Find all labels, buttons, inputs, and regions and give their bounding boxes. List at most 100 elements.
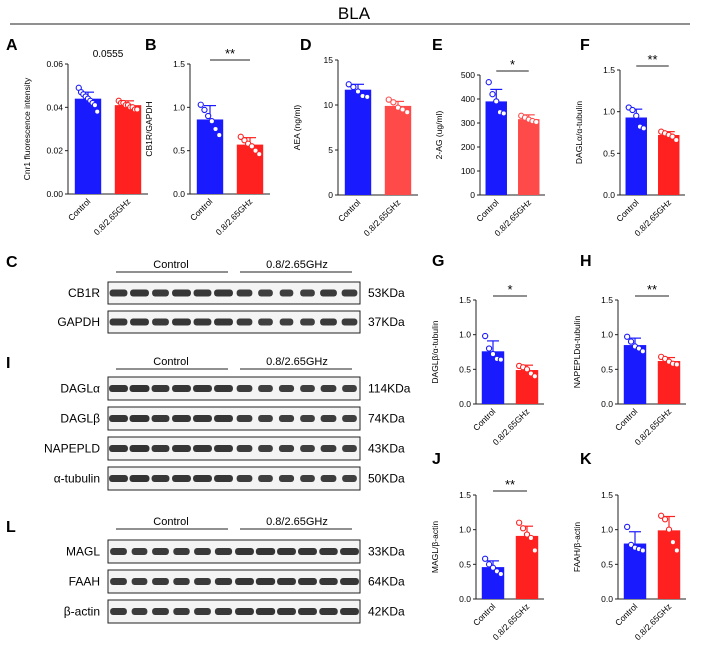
chart-panel-h: H 0.0 0.5 1.0 1.5 NAPEPLDα-tubulin Control0.8/… — [572, 253, 686, 447]
blot-band — [109, 475, 128, 482]
data-point — [497, 570, 505, 578]
x-tick-label: 0.8/2.65GHz — [491, 406, 532, 447]
group-label-treated: 0.8/2.65GHz — [266, 259, 328, 271]
blot-band — [319, 548, 338, 555]
data-point — [523, 531, 531, 538]
y-tick-label: 1.5 — [459, 295, 471, 305]
data-point — [497, 356, 505, 363]
significance-label: ** — [647, 52, 657, 67]
bar-treated — [657, 361, 681, 404]
blot-band — [214, 289, 233, 297]
blot-band — [236, 289, 253, 297]
blot-band — [151, 475, 170, 482]
y-tick-label: 0.02 — [46, 146, 63, 156]
blot-band — [131, 578, 148, 585]
data-point — [237, 133, 244, 140]
bar-treated — [384, 105, 412, 195]
x-tick-label: Control — [614, 197, 641, 224]
y-tick-label: 1.0 — [601, 330, 613, 340]
y-tick-label: 100 — [461, 166, 475, 176]
blot-band — [300, 445, 315, 452]
x-tick-label: 0.8/2.65GHz — [92, 196, 133, 237]
y-axis-label: 2-AG (ug/ml) — [434, 111, 444, 160]
blot-band — [320, 289, 337, 297]
data-point — [515, 519, 523, 526]
y-axis-label: AEA (ng/ml) — [292, 105, 302, 151]
blot-band — [214, 548, 233, 555]
blot-band — [110, 548, 127, 555]
blot-band — [129, 415, 150, 422]
data-point — [639, 547, 647, 554]
blot-band — [258, 318, 273, 326]
blot-band — [236, 385, 253, 392]
significance-label: ** — [225, 46, 235, 61]
blot-protein-label: FAAH — [69, 575, 100, 589]
blot-strip — [107, 569, 361, 594]
blot-band — [258, 445, 273, 452]
data-point — [669, 133, 676, 140]
y-axis-label: DAGLβ/α-tubulin — [430, 320, 440, 383]
y-tick-label: 1.5 — [601, 490, 613, 500]
data-point — [533, 118, 540, 126]
data-point — [673, 547, 681, 554]
y-tick-label: 0.00 — [46, 189, 63, 199]
blot-band — [298, 578, 317, 585]
data-point — [623, 523, 631, 531]
blot-protein-label: NAPEPLD — [44, 442, 100, 456]
y-tick-label: 0.0 — [603, 190, 615, 200]
blot-band — [300, 385, 315, 392]
blot-band — [342, 445, 357, 452]
x-tick-label: Control — [336, 197, 363, 224]
data-point — [345, 81, 352, 88]
blot-kda-label: 33KDa — [368, 545, 405, 559]
group-label-control: Control — [153, 259, 188, 271]
significance-label: * — [510, 57, 515, 72]
blot-band — [340, 578, 359, 585]
y-tick-label: 1.5 — [459, 490, 471, 500]
blot-band — [109, 289, 128, 297]
chart-panel-d: D 0 5 10 15 AEA (ng/ml) Control 0.8/2.65GHz — [292, 37, 418, 238]
y-tick-label: 0 — [328, 190, 333, 200]
blot-band — [194, 608, 211, 615]
data-point — [201, 106, 208, 114]
blot-panel-i: I Control 0.8/2.65GHz DAGLα 114KDa DAGLβ 74KDa… — [6, 355, 411, 491]
y-tick-label: 1.5 — [603, 65, 615, 75]
blot-band — [110, 608, 127, 615]
blot-band — [172, 318, 191, 326]
blot-band — [300, 289, 315, 297]
group-label-treated: 0.8/2.65GHz — [266, 356, 328, 368]
blot-band — [255, 578, 276, 585]
significance-label: * — [507, 282, 512, 297]
blot-band — [152, 318, 169, 326]
y-axis-label: FAAH/β-actin — [572, 522, 582, 573]
panel-letter: E — [432, 37, 443, 54]
blot-protein-label: β-actin — [64, 605, 100, 619]
blot-strip — [107, 376, 361, 401]
data-point — [489, 91, 496, 98]
blot-band — [320, 475, 337, 482]
blot-band — [300, 475, 315, 482]
blot-panel-c: C Control 0.8/2.65GHz CB1R 53KDa GAPDH 37KDa — [6, 254, 405, 334]
chart-panel-f: F0.00.51.01.5DAGLα/α-tubulinControl0.8/2… — [574, 37, 685, 238]
blot-band — [277, 578, 296, 585]
data-point — [633, 112, 640, 119]
bar-control — [196, 119, 224, 194]
blot-band — [236, 318, 253, 326]
data-point — [205, 112, 212, 120]
data-point — [519, 525, 527, 532]
blot-band — [298, 608, 317, 615]
blot-protein-label: DAGLα — [60, 382, 100, 396]
y-tick-label: 1.0 — [603, 107, 615, 117]
data-point — [256, 150, 263, 158]
y-tick-label: 0.5 — [603, 148, 615, 158]
blot-band — [320, 445, 337, 452]
blot-band — [258, 475, 273, 482]
blot-band — [341, 289, 358, 297]
blot-band — [173, 608, 190, 615]
panel-letter: A — [6, 37, 18, 54]
x-tick-label: 0.8/2.65GHz — [491, 601, 532, 642]
y-tick-label: 0.5 — [601, 559, 613, 569]
blot-band — [193, 318, 212, 326]
y-tick-label: 0.5 — [173, 146, 185, 156]
y-tick-label: 300 — [461, 118, 475, 128]
